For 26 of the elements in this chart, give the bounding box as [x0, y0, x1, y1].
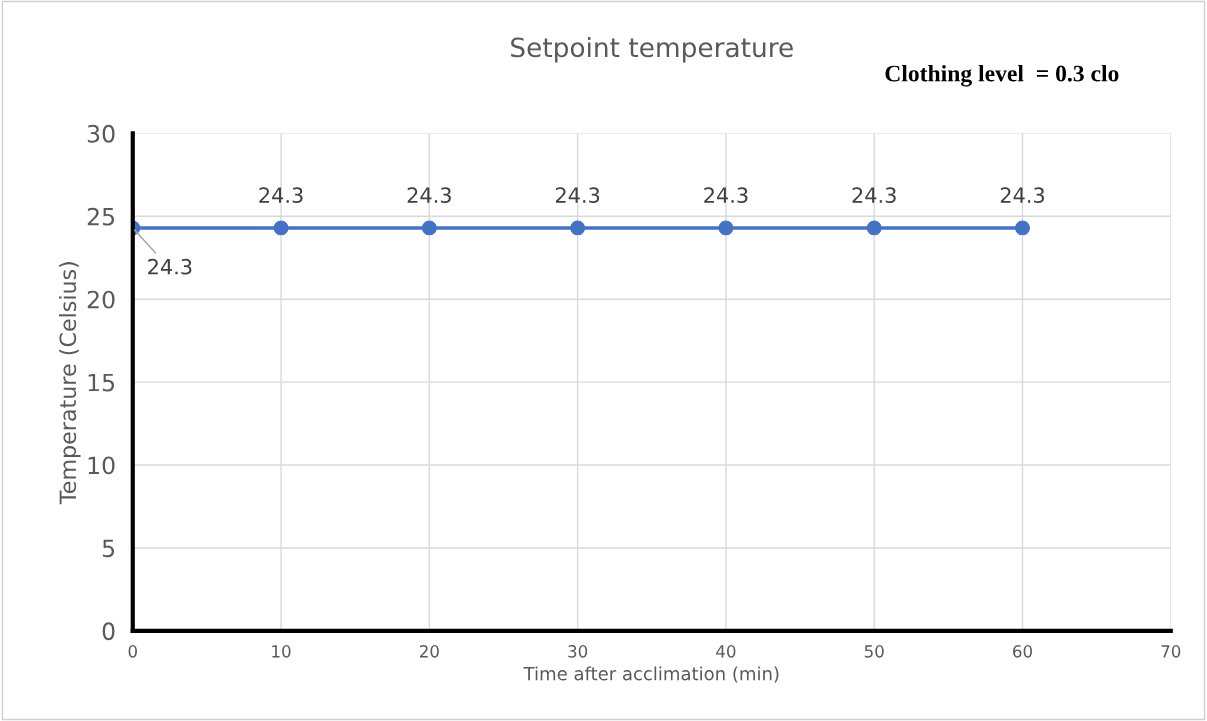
data-label: 24.3	[148, 258, 192, 275]
x-tick-label: 60	[1013, 645, 1032, 658]
data-label: 24.3	[704, 187, 748, 204]
x-tick-label: 0	[128, 645, 137, 658]
x-tick-label: 40	[716, 645, 736, 658]
y-tick-label: 10	[88, 456, 115, 475]
data-label: 24.3	[1000, 187, 1045, 204]
data-label: 24.3	[852, 187, 896, 204]
y-axis-title: Temperature (Celsius)	[59, 262, 81, 505]
y-tick-label: 25	[87, 207, 115, 226]
y-tick-label: 0	[102, 622, 115, 641]
x-tick-label: 70	[1161, 645, 1181, 658]
x-axis-title: Time after acclimation (min)	[523, 666, 779, 683]
y-tick-label: 30	[87, 124, 115, 143]
data-label: 24.3	[407, 187, 451, 204]
text: Clothing level = 0.3 clo	[885, 64, 1119, 87]
chart-title: Setpoint temperature	[511, 36, 793, 63]
y-tick-label: 15	[88, 373, 115, 392]
y-tick-label: 20	[87, 290, 115, 309]
data-label: 24.3	[259, 187, 303, 204]
x-tick-label: 20	[419, 645, 439, 658]
x-tick-label: 30	[568, 645, 588, 658]
y-tick-label: 5	[102, 539, 115, 558]
data-label: 24.3	[555, 187, 600, 204]
x-tick-label: 50	[864, 645, 884, 658]
x-tick-label: 10	[272, 645, 291, 658]
